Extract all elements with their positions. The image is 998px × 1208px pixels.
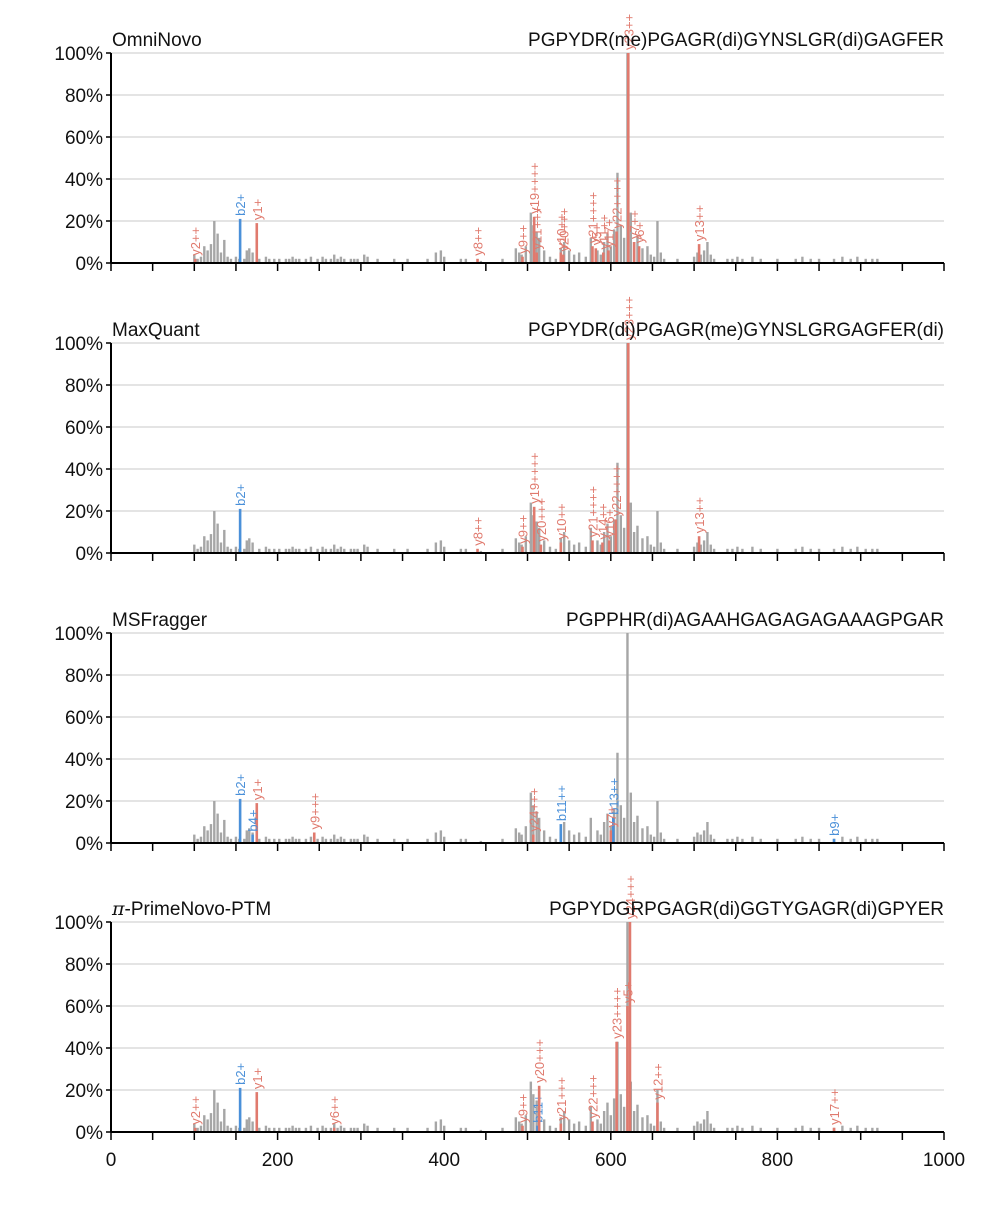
peak-label: y19++++ bbox=[527, 162, 542, 213]
panel-3: 0% 20% 40% 60% 80% 100% b2+ y1+ b4+ y9+++ y24+++ b1… bbox=[54, 610, 945, 855]
peak-label: y22++++ bbox=[610, 177, 625, 228]
peak-label: y10++ bbox=[554, 503, 569, 539]
y-tick-label: 20% bbox=[65, 212, 103, 233]
peak-label: y13++ bbox=[692, 497, 707, 533]
peptide-sequence: PGPYDR(di)PGAGR(me)GYNSLGRGAGFER(di) bbox=[528, 320, 944, 341]
peak-label: b9+ bbox=[827, 814, 842, 836]
peak-label: y20+++ bbox=[532, 1039, 547, 1083]
peak-label: y6++ bbox=[327, 1096, 342, 1125]
peak-label: y8++ bbox=[471, 227, 486, 256]
y-tick-label: 100% bbox=[54, 334, 103, 355]
peak-label: b13++ bbox=[606, 778, 621, 815]
y-tick-label: 40% bbox=[65, 460, 103, 481]
peak-label: y12++ bbox=[650, 1063, 665, 1099]
peak-label: y9++ bbox=[516, 225, 531, 254]
peak-label: y6+ bbox=[632, 222, 647, 243]
peak-label: y17++ bbox=[827, 1089, 842, 1125]
y-tick-label: 0% bbox=[76, 254, 104, 275]
peak-label: y17+ bbox=[601, 219, 616, 248]
peak-label: y14++ bbox=[595, 503, 610, 539]
peak-label: y8++ bbox=[471, 517, 486, 546]
y-tick-label: 20% bbox=[65, 1081, 103, 1102]
y-tick-label: 40% bbox=[65, 750, 103, 771]
y-tick-label: 80% bbox=[65, 666, 103, 687]
x-tick-label: 400 bbox=[428, 1150, 460, 1171]
peak-label: y9+++ bbox=[307, 793, 322, 830]
y-tick-label: 60% bbox=[65, 708, 103, 729]
peak-label: y2++ bbox=[188, 1096, 203, 1125]
tool-name: OmniNovo bbox=[112, 30, 202, 51]
peptide-sequence: PGPYDGRPGAGR(di)GGTYGAGR(di)GPYER bbox=[549, 899, 944, 920]
y-tick-label: 80% bbox=[65, 955, 103, 976]
x-tick-label: 200 bbox=[262, 1150, 294, 1171]
peak-label: y10++ bbox=[554, 213, 569, 249]
peak-label: y1+ bbox=[250, 779, 265, 800]
peak-label: y21++++ bbox=[585, 192, 600, 243]
y-tick-label: 0% bbox=[76, 544, 104, 565]
y-tick-label: 60% bbox=[65, 997, 103, 1018]
y-tick-label: 60% bbox=[65, 418, 103, 439]
peak-label: y21++++ bbox=[585, 486, 600, 537]
peak-label: y20+++ bbox=[556, 208, 571, 252]
peak-label: y21+++ bbox=[530, 206, 545, 250]
peak-label: b4+ bbox=[246, 810, 261, 832]
y-tick-label: 20% bbox=[65, 502, 103, 523]
peak-label: y9++ bbox=[516, 515, 531, 544]
panel-1: 0% 20% 40% 60% 80% 100% b2+ y1+ y2++ y8++ y9++ y19+… bbox=[54, 14, 945, 275]
peak-label: y5+ bbox=[620, 982, 635, 1003]
y-tick-label: 80% bbox=[65, 376, 103, 397]
peak-label: y19++++ bbox=[527, 452, 542, 503]
tool-name: MSFragger bbox=[112, 610, 208, 631]
y-tick-label: 20% bbox=[65, 792, 103, 813]
peak-label: y5+ bbox=[589, 224, 604, 245]
peak-label: b11++ bbox=[554, 785, 569, 821]
peak-label: y2++ bbox=[188, 227, 203, 256]
peak-label: y13++ bbox=[692, 205, 707, 241]
peak-label: b2+ bbox=[233, 194, 248, 216]
peak-label: b2+ bbox=[233, 484, 248, 506]
peak-label: y23++ bbox=[621, 14, 636, 50]
peak-label: y1+ bbox=[250, 199, 265, 220]
y-tick-label: 0% bbox=[76, 1123, 104, 1144]
peak-label: y11++ bbox=[596, 214, 611, 249]
peak-label: y16+ bbox=[602, 509, 617, 538]
peak-label: y21+++ bbox=[554, 1077, 569, 1121]
panel-2: 0% 20% 40% 60% 80% 100% b2+ y8++ y9++ y19++++y20+… bbox=[54, 296, 945, 565]
y-tick-label: 100% bbox=[54, 913, 103, 934]
peak-label: y7++ bbox=[627, 210, 642, 239]
peak-label: y20+++ bbox=[534, 498, 549, 542]
peptide-sequence: PGPYDR(me)PGAGR(di)GYNSLGR(di)GAGFER bbox=[528, 30, 944, 51]
y-tick-label: 60% bbox=[65, 128, 103, 149]
x-tick-label: 1000 bbox=[923, 1150, 965, 1171]
x-tick-label: 0 bbox=[106, 1150, 117, 1171]
peak-label: y22+++ bbox=[585, 1075, 600, 1119]
peak-label: y24+++ bbox=[623, 875, 638, 919]
peak-label: y23+++ bbox=[621, 296, 636, 340]
tool-name: π-PrimeNovo-PTM bbox=[111, 898, 271, 920]
y-tick-label: 100% bbox=[54, 624, 103, 645]
y-tick-label: 100% bbox=[54, 44, 103, 65]
x-tick-label: 600 bbox=[595, 1150, 627, 1171]
peak-label: y1+ bbox=[250, 1068, 265, 1089]
y-tick-label: 80% bbox=[65, 86, 103, 107]
peak-label: y22++++ bbox=[609, 465, 624, 516]
peak-label: y24+++ bbox=[526, 788, 541, 832]
tool-name: MaxQuant bbox=[112, 320, 200, 341]
peak-label: b2+ bbox=[233, 1063, 248, 1085]
peak-label: b2+ bbox=[233, 774, 248, 796]
y-tick-label: 40% bbox=[65, 170, 103, 191]
peptide-sequence: PGPPHR(di)AGAAHGAGAGAGAAAGPGAR bbox=[566, 610, 944, 631]
y-tick-label: 40% bbox=[65, 1039, 103, 1060]
peak-label: y23++++ bbox=[610, 987, 625, 1038]
y-tick-label: 0% bbox=[76, 834, 104, 855]
peak-label: y9++ bbox=[516, 1094, 531, 1123]
peak-label: y7+ bbox=[604, 806, 619, 827]
x-tick-label: 800 bbox=[762, 1150, 794, 1171]
